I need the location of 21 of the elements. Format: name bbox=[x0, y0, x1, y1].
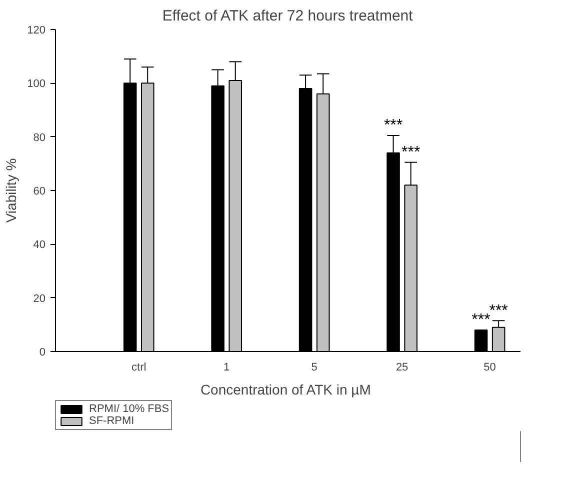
y-tick-label: 60 bbox=[33, 186, 46, 198]
annotation: *** bbox=[401, 144, 420, 161]
x-tick-label: 25 bbox=[396, 362, 408, 374]
x-tick-label: 50 bbox=[484, 362, 496, 374]
y-axis-title: Viability % bbox=[3, 158, 20, 223]
x-tick-label: 5 bbox=[311, 362, 318, 374]
annotation: *** bbox=[472, 312, 490, 329]
annotation: *** bbox=[384, 117, 403, 134]
chart-title: Effect of ATK after 72 hours treatment bbox=[162, 8, 414, 24]
y-tick-label: 120 bbox=[27, 24, 46, 36]
x-tick-label: ctrl bbox=[132, 362, 146, 374]
y-tick-label: 0 bbox=[39, 346, 46, 358]
y-tick-label: 100 bbox=[27, 78, 46, 90]
y-tick-label: 80 bbox=[33, 132, 46, 144]
x-axis-title: Concentration of ATK in µM bbox=[200, 382, 371, 398]
legend-label: SF-RPMI bbox=[89, 415, 134, 427]
annotation: *** bbox=[489, 302, 508, 320]
y-tick-label: 40 bbox=[33, 239, 46, 252]
y-tick-label: 20 bbox=[33, 292, 46, 305]
x-tick-label: 1 bbox=[224, 362, 230, 374]
legend-label: RPMI/ 10% FBS bbox=[89, 403, 170, 415]
